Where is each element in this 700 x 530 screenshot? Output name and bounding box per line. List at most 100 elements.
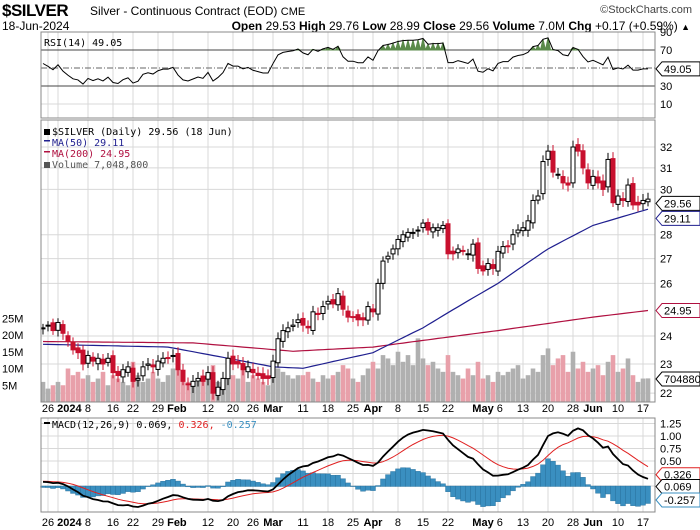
- candlestick: [90, 352, 96, 367]
- candle-body: [105, 357, 111, 363]
- candle-body: [175, 353, 181, 371]
- volume-bar: [465, 368, 471, 402]
- x-axis-tick-label: 15: [417, 403, 429, 415]
- candle-body: [555, 173, 561, 176]
- macd-histogram-bar: [105, 485, 111, 495]
- macd-hist-tag: -0.257: [655, 492, 700, 508]
- candle-body: [605, 158, 611, 188]
- candle-body: [215, 386, 221, 396]
- high-label: High: [298, 19, 326, 33]
- macd-histogram-bar: [325, 473, 331, 487]
- candle-body: [210, 372, 216, 394]
- volume-bar: [350, 378, 356, 402]
- candle-body: [90, 356, 96, 362]
- candlestick: [455, 244, 461, 259]
- x-axis-tick-label: May: [472, 403, 494, 415]
- price-axis-label: 30: [660, 184, 672, 196]
- x-axis-tick-label: 22: [127, 403, 139, 415]
- candle-body: [220, 377, 226, 391]
- macd-histogram-bar: [50, 485, 56, 489]
- macd-histogram-bar: [645, 485, 651, 504]
- candlestick: [545, 144, 551, 166]
- candle-body: [125, 366, 131, 373]
- volume-bar: [265, 385, 271, 402]
- volume-bar: [345, 368, 351, 402]
- legend-swatch: [44, 140, 50, 142]
- macd-histogram-bar: [235, 479, 241, 487]
- x-axis-tick-label: Jun: [583, 517, 603, 529]
- candlestick: [165, 351, 171, 364]
- volume-bar: [65, 368, 71, 402]
- candlestick: [600, 174, 606, 197]
- volume-bar: [450, 371, 456, 402]
- candlestick: [160, 352, 166, 368]
- x-axis-tick-label: 26: [247, 517, 259, 529]
- volume-bar: [185, 381, 191, 402]
- candle-body: [460, 249, 466, 252]
- x-axis-tick-label: 28: [567, 403, 579, 415]
- rsi-legend: RSI(14) 49.05: [44, 38, 122, 49]
- volume-bar: [435, 368, 441, 402]
- candlestick: [260, 367, 266, 385]
- candle-body: [80, 349, 86, 365]
- volume-bar: [575, 368, 581, 402]
- macd-histogram-bar: [415, 471, 421, 487]
- candlestick: [245, 360, 251, 379]
- candlestick: [510, 228, 516, 251]
- x-axis-tick-label: 16: [107, 517, 119, 529]
- candlestick: [105, 353, 111, 367]
- candlestick: [215, 380, 221, 401]
- macd-histogram-bar: [525, 481, 531, 487]
- macd-histogram-bar: [115, 485, 121, 495]
- volume-bar: [480, 378, 486, 402]
- candle-body: [505, 245, 511, 248]
- volume-bar: [260, 381, 266, 402]
- candlestick: [120, 364, 126, 383]
- rsi-axis-label: 90: [660, 27, 672, 39]
- macd-histogram-bar: [585, 484, 591, 487]
- x-axis-tick-label: 20: [227, 403, 239, 415]
- candlestick: [300, 312, 306, 332]
- macd-line: [42, 427, 649, 508]
- volume-bar: [400, 361, 406, 402]
- candlestick: [145, 358, 151, 371]
- candle-body: [60, 324, 66, 334]
- candle-body: [500, 246, 506, 254]
- macd-histogram-bar: [180, 483, 186, 487]
- price-legend-item: MA(50) 29.11: [52, 138, 124, 149]
- candlestick: [505, 240, 511, 254]
- candlestick: [490, 259, 496, 275]
- candle-body: [530, 199, 536, 224]
- volume-bar: [55, 381, 61, 402]
- macd-histogram-bar: [560, 470, 566, 487]
- candlestick: [375, 278, 381, 321]
- candle-body: [110, 355, 116, 374]
- candlestick: [435, 223, 441, 237]
- candle-body: [260, 373, 266, 379]
- candle-body: [550, 150, 556, 173]
- candle-body: [165, 357, 171, 360]
- x-axis-tick-label: Mar: [263, 403, 283, 415]
- candlestick: [635, 195, 641, 212]
- candle-body: [520, 227, 526, 232]
- candle-body: [50, 322, 56, 332]
- x-axis-tick-label: Feb: [167, 403, 187, 415]
- candle-body: [345, 310, 351, 318]
- candle-body: [490, 264, 496, 269]
- candle-body: [535, 195, 541, 201]
- value-tag-box: [655, 303, 700, 319]
- candlestick: [470, 239, 476, 262]
- candle-body: [205, 372, 211, 380]
- candle-body: [190, 380, 196, 387]
- candle-body: [65, 335, 71, 343]
- candle-body: [330, 299, 336, 305]
- macd-histogram-bar: [210, 485, 216, 489]
- volume-bar: [390, 365, 396, 402]
- macd-histogram-bar: [205, 485, 211, 487]
- ma50-value-tag: 29.11: [655, 210, 700, 226]
- macd-histogram-bar: [625, 485, 631, 504]
- macd-axis-label: 1.00: [660, 431, 681, 443]
- volume-bar: [410, 365, 416, 402]
- macd-histogram-bar: [120, 485, 126, 494]
- macd-histogram-bar: [360, 485, 366, 492]
